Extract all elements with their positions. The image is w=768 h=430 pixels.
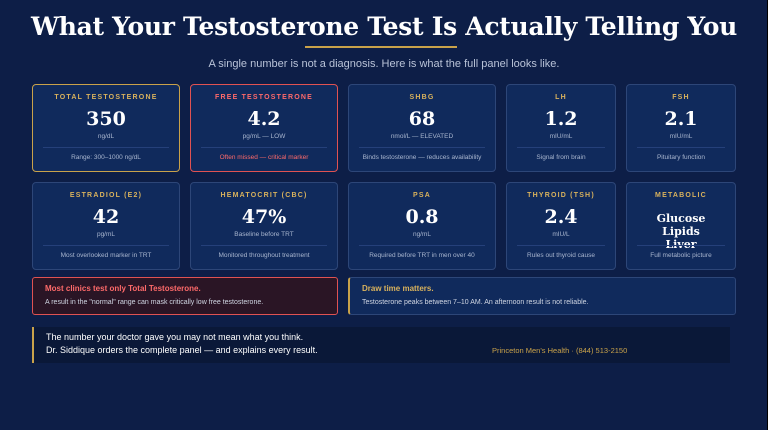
card-psa: PSA 0.8 ng/mL Required before TRT in men… — [348, 182, 496, 270]
card-total-testosterone: TOTAL TESTOSTERONE 350 ng/dL Range: 300–… — [32, 84, 180, 172]
card-lh: LH 1.2 mIU/mL Signal from brain — [506, 84, 616, 172]
card-note: Monitored throughout treatment — [218, 252, 310, 259]
card-divider — [359, 245, 485, 246]
card-label: FREE TESTOSTERONE — [214, 94, 314, 101]
card-note: Rules out thyroid cause — [527, 252, 595, 259]
alert-heading: Most clinics test only Total Testosteron… — [45, 284, 201, 293]
card-unit: ng/dL — [97, 133, 115, 140]
card-label: LH — [555, 94, 567, 101]
card-hematocrit: HEMATOCRIT (CBC) 47% Baseline before TRT… — [190, 182, 338, 270]
card-value-line: Glucose — [656, 212, 706, 225]
card-note: Most overlooked marker in TRT — [60, 252, 152, 259]
card-label: TOTAL TESTOSTERONE — [54, 94, 158, 101]
card-unit: Baseline before TRT — [234, 231, 294, 238]
card-label: SHBG — [409, 94, 435, 101]
card-divider — [201, 245, 327, 246]
title-underline — [305, 46, 457, 48]
card-unit: ng/mL — [412, 231, 432, 238]
card-unit: mIU/L — [552, 231, 570, 238]
card-label: ESTRADIOL (E2) — [69, 192, 143, 199]
card-note: Binds testosterone — reduces availabilit… — [362, 154, 482, 161]
card-note: Range: 300–1000 ng/dL — [71, 154, 141, 161]
card-thyroid: THYROID (TSH) 2.4 mIU/L Rules out thyroi… — [506, 182, 616, 270]
card-divider — [637, 147, 725, 148]
card-divider — [43, 147, 169, 148]
card-label: FSH — [672, 94, 690, 101]
card-unit: mIU/mL — [549, 133, 573, 140]
alert-heading: Draw time matters. — [362, 284, 434, 293]
card-estradiol: ESTRADIOL (E2) 42 pg/mL Most overlooked … — [32, 182, 180, 270]
footer-line-2: Dr. Siddique orders the complete panel —… — [46, 345, 318, 355]
card-note: Often missed — critical marker — [219, 154, 309, 161]
card-value: 0.8 — [405, 206, 439, 228]
card-metabolic: METABOLIC Glucose Lipids Liver Full meta… — [626, 182, 736, 270]
footer-contact: Princeton Men's Health · (844) 513-2150 — [492, 346, 628, 355]
card-free-testosterone: FREE TESTOSTERONE 4.2 pg/mL — LOW Often … — [190, 84, 338, 172]
card-unit: mIU/mL — [669, 133, 693, 140]
card-shbg: SHBG 68 nmol/L — ELEVATED Binds testoste… — [348, 84, 496, 172]
card-value-line: Liver — [665, 238, 697, 251]
alert-body: Testosterone peaks between 7–10 AM. An a… — [362, 299, 589, 306]
card-value: Glucose Lipids Liver — [627, 212, 735, 251]
card-value: 68 — [408, 108, 436, 130]
card-value-line: Lipids — [662, 225, 700, 238]
card-label: THYROID (TSH) — [527, 192, 595, 199]
footer-banner: The number your doctor gave you may not … — [32, 327, 730, 363]
card-note: Signal from brain — [536, 154, 586, 161]
card-note: Required before TRT in men over 40 — [369, 252, 475, 259]
alert-body: A result in the "normal" range can mask … — [45, 299, 264, 306]
card-value: 47% — [241, 206, 287, 228]
card-label: PSA — [413, 192, 431, 199]
card-unit: pg/mL — [96, 231, 116, 238]
card-divider — [43, 245, 169, 246]
card-value: 350 — [86, 108, 126, 130]
card-value: 42 — [92, 206, 120, 228]
card-value: 2.1 — [664, 108, 698, 130]
card-value: 2.4 — [544, 206, 578, 228]
card-divider — [517, 147, 605, 148]
card-divider — [201, 147, 327, 148]
card-divider — [637, 245, 725, 246]
page-title: What Your Testosterone Test Is Actually … — [30, 12, 738, 41]
page-subtitle: A single number is not a diagnosis. Here… — [208, 58, 560, 70]
alert-draw-time: Draw time matters. Testosterone peaks be… — [348, 277, 736, 315]
alert-clinics: Most clinics test only Total Testosteron… — [32, 277, 338, 315]
card-label: HEMATOCRIT (CBC) — [220, 192, 308, 199]
card-divider — [517, 245, 605, 246]
card-value: 4.2 — [247, 108, 281, 130]
card-unit: nmol/L — ELEVATED — [390, 133, 454, 140]
card-label: METABOLIC — [655, 192, 707, 199]
card-value: 1.2 — [544, 108, 578, 130]
footer-line-1: The number your doctor gave you may not … — [46, 332, 304, 342]
card-fsh: FSH 2.1 mIU/mL Pituitary function — [626, 84, 736, 172]
card-unit: pg/mL — LOW — [242, 133, 286, 140]
card-note: Full metabolic picture — [650, 252, 712, 259]
card-divider — [359, 147, 485, 148]
card-note: Pituitary function — [656, 154, 706, 161]
